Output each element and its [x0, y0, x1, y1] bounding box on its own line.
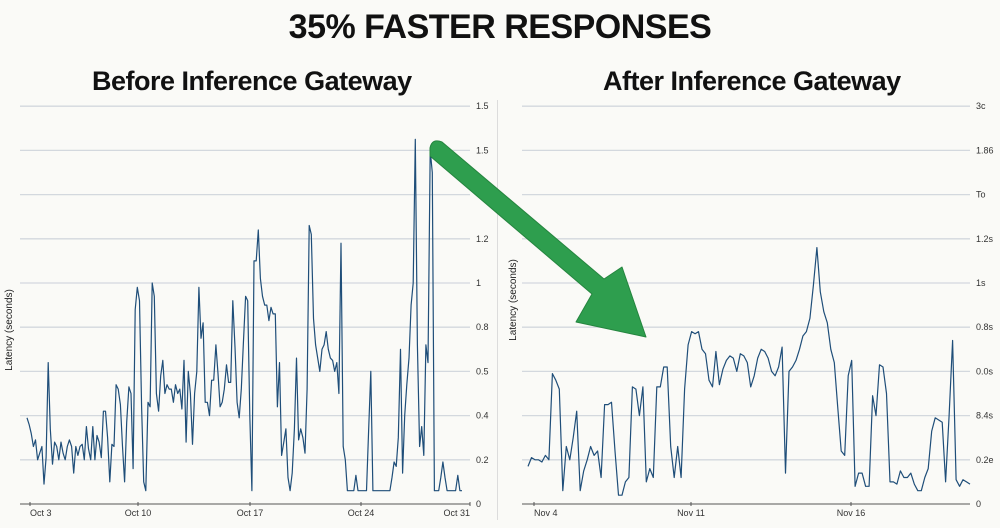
x-tick-label: Oct 17	[237, 508, 264, 518]
x-tick-label: Oct 10	[125, 508, 152, 518]
y-tick-label: 1	[476, 278, 481, 288]
y-tick-label: 0	[976, 499, 981, 509]
x-tick-label: Oct 24	[348, 508, 375, 518]
y-tick-label: 0.0s	[976, 366, 994, 376]
latency-series-line	[26, 138, 462, 492]
y-tick-label: 0.2	[476, 455, 489, 465]
y-tick-label: 0.4	[476, 411, 489, 421]
x-tick-label: Nov 16	[837, 508, 866, 518]
y-tick-label: To	[976, 190, 986, 200]
y-tick-label: 0.2e	[976, 455, 994, 465]
y-axis-label: Latency (seconds)	[508, 259, 519, 341]
chart-divider	[497, 100, 498, 520]
y-tick-label: 0.8s	[976, 322, 994, 332]
arrow-shape	[429, 140, 647, 338]
y-tick-label: 1.5	[476, 145, 489, 155]
before-latency-chart: 0 0.2 0.4 0.5 0.8 1 1.2 1.5 1.5 Oct 3 Oct 10 Oct 17…	[4, 101, 489, 518]
y-tick-label: 1.2	[476, 234, 489, 244]
y-tick-label: 1.5	[476, 101, 489, 111]
y-tick-label: 0	[476, 499, 481, 509]
x-tick-label: Oct 31	[443, 508, 470, 518]
after-chart-title: After Inference Gateway	[603, 66, 901, 96]
y-tick-label: 0.8	[476, 322, 489, 332]
y-tick-label: 1.2s	[976, 234, 994, 244]
x-tick-label: Oct 3	[30, 508, 52, 518]
y-tick-label: 0.5	[476, 366, 489, 376]
y-tick-label: 1s	[976, 278, 986, 288]
improvement-arrow-icon	[429, 140, 647, 338]
latency-series-line	[527, 247, 971, 496]
x-tick-label: Nov 11	[677, 508, 705, 518]
before-chart-title: Before Inference Gateway	[92, 66, 412, 96]
main-title: 35% FASTER RESPONSES	[288, 8, 712, 46]
after-latency-chart: 0 0.2e 8.4s 0.0s 0.8s 1s 1.2s To 1.86 3c Nov 4 Nov …	[508, 101, 994, 518]
y-tick-label: 3c	[976, 101, 986, 111]
y-axis-label: Latency (seconds)	[4, 289, 15, 371]
x-tick-label: Nov 4	[534, 508, 558, 518]
y-tick-label: 1.86	[976, 145, 994, 155]
y-tick-label: 8.4s	[976, 411, 994, 421]
